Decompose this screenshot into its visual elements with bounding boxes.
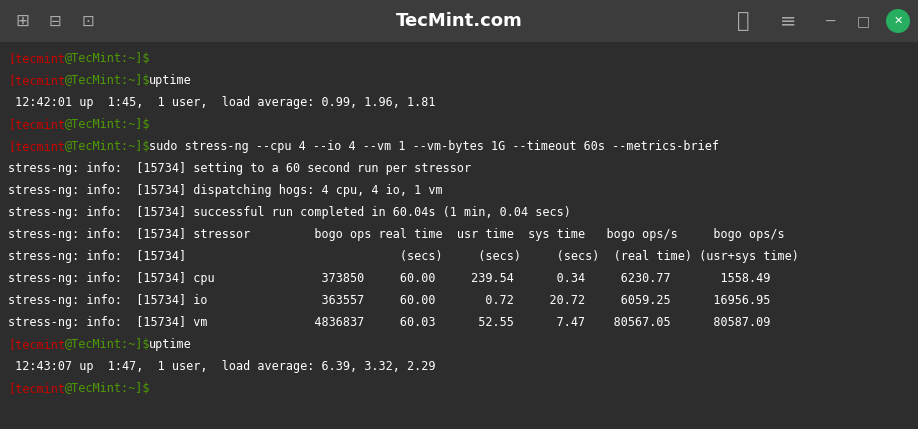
Text: [tecmint: [tecmint bbox=[8, 74, 65, 87]
Text: ≡: ≡ bbox=[779, 12, 796, 30]
Text: stress-ng: info:  [15734] vm               4836837     60.03      52.55      7.4: stress-ng: info: [15734] vm 4836837 60.0… bbox=[8, 316, 770, 329]
Circle shape bbox=[886, 9, 910, 33]
Text: @TecMint:~]$: @TecMint:~]$ bbox=[64, 382, 150, 395]
Text: uptime: uptime bbox=[149, 74, 192, 87]
Text: @TecMint:~]$: @TecMint:~]$ bbox=[64, 140, 150, 153]
Text: @TecMint:~]$: @TecMint:~]$ bbox=[64, 52, 150, 65]
Text: ─: ─ bbox=[825, 13, 834, 28]
Text: [tecmint: [tecmint bbox=[8, 118, 65, 131]
Text: stress-ng: info:  [15734] dispatching hogs: 4 cpu, 4 io, 1 vm: stress-ng: info: [15734] dispatching hog… bbox=[8, 184, 442, 197]
Text: ⊞: ⊞ bbox=[15, 12, 29, 30]
Text: stress-ng: info:  [15734] cpu               373850     60.00     239.54      0.3: stress-ng: info: [15734] cpu 373850 60.0… bbox=[8, 272, 770, 285]
Text: @TecMint:~]$: @TecMint:~]$ bbox=[64, 74, 150, 87]
Text: sudo stress-ng --cpu 4 --io 4 --vm 1 --vm-bytes 1G --timeout 60s --metrics-brief: sudo stress-ng --cpu 4 --io 4 --vm 1 --v… bbox=[149, 140, 719, 153]
Text: stress-ng: info:  [15734] successful run completed in 60.04s (1 min, 0.04 secs): stress-ng: info: [15734] successful run … bbox=[8, 206, 571, 219]
Text: [tecmint: [tecmint bbox=[8, 382, 65, 395]
Text: □: □ bbox=[856, 14, 869, 28]
Text: ✕: ✕ bbox=[893, 16, 902, 26]
Text: stress-ng: info:  [15734]                              (secs)     (secs)     (se: stress-ng: info: [15734] (secs) (secs) (… bbox=[8, 250, 799, 263]
Text: @TecMint:~]$: @TecMint:~]$ bbox=[64, 338, 150, 351]
Text: stress-ng: info:  [15734] io                363557     60.00       0.72     20.7: stress-ng: info: [15734] io 363557 60.00… bbox=[8, 294, 770, 307]
Text: TecMint.com: TecMint.com bbox=[396, 12, 522, 30]
Text: [tecmint: [tecmint bbox=[8, 52, 65, 65]
Text: ⊡: ⊡ bbox=[82, 13, 95, 28]
Text: stress-ng: info:  [15734] stressor         bogo ops real time  usr time  sys tim: stress-ng: info: [15734] stressor bogo o… bbox=[8, 228, 785, 241]
Text: uptime: uptime bbox=[149, 338, 192, 351]
Text: [tecmint: [tecmint bbox=[8, 338, 65, 351]
Text: [tecmint: [tecmint bbox=[8, 140, 65, 153]
Text: ⊟: ⊟ bbox=[49, 13, 62, 28]
Text: stress-ng: info:  [15734] setting to a 60 second run per stressor: stress-ng: info: [15734] setting to a 60… bbox=[8, 162, 471, 175]
Bar bbox=[0, 0, 918, 42]
Text: @TecMint:~]$: @TecMint:~]$ bbox=[64, 118, 150, 131]
Text: 12:43:07 up  1:47,  1 user,  load average: 6.39, 3.32, 2.29: 12:43:07 up 1:47, 1 user, load average: … bbox=[8, 360, 435, 373]
Text: ⌕: ⌕ bbox=[737, 11, 749, 31]
Text: 12:42:01 up  1:45,  1 user,  load average: 0.99, 1.96, 1.81: 12:42:01 up 1:45, 1 user, load average: … bbox=[8, 96, 435, 109]
